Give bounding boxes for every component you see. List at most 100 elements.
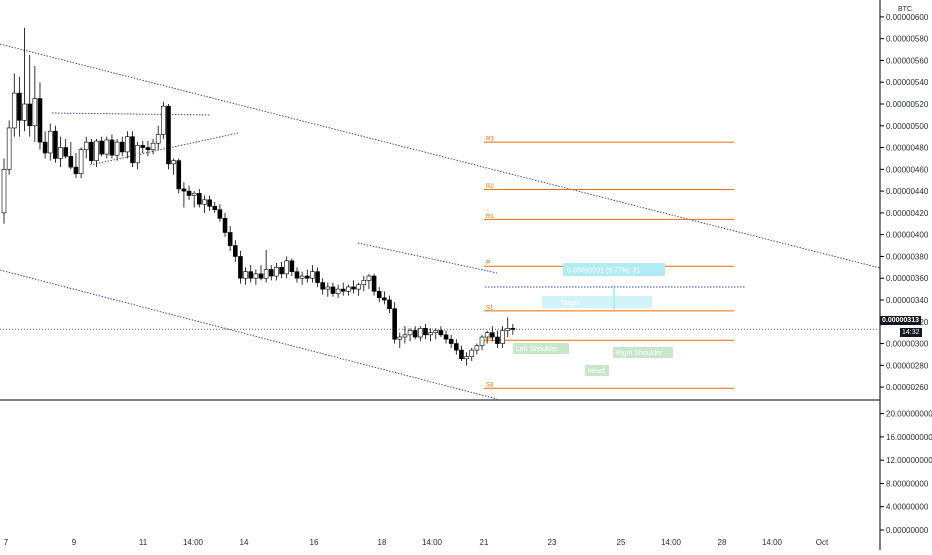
descending-line	[357, 242, 498, 274]
candle-body	[469, 349, 475, 357]
candle-body	[340, 288, 346, 292]
candle-body	[371, 275, 377, 292]
candle-body	[222, 218, 228, 233]
candle-body	[171, 160, 176, 165]
x-tick-label: 16	[310, 538, 319, 547]
candle-body	[1, 169, 7, 214]
pivot-label-s2: S2	[486, 335, 494, 341]
candle-body	[99, 140, 104, 155]
currency-label: BTC	[898, 6, 912, 13]
candle-body	[11, 92, 17, 129]
candle-body	[464, 356, 469, 360]
candle-body	[140, 145, 146, 148]
candle-body	[361, 280, 367, 286]
candle-body	[191, 192, 197, 196]
volume-tick-label: 4.00000000	[886, 503, 929, 512]
candle-body	[63, 147, 68, 157]
target-box	[542, 296, 652, 308]
x-tick-label: 18	[378, 538, 387, 547]
candle-body	[356, 284, 361, 290]
candle-body	[268, 269, 274, 277]
channel-upper-line	[0, 43, 881, 269]
price-tick-label: 0.00000280	[886, 361, 929, 370]
price-tick-label: 0.00000560	[886, 56, 929, 65]
candle-body	[94, 140, 99, 161]
candle-body	[104, 139, 110, 155]
candle-body	[454, 343, 459, 351]
price-tick-label: 0.00000540	[886, 78, 929, 87]
candle-body	[150, 142, 156, 151]
volume-tick-label: 20.00000000	[886, 410, 932, 419]
candle-body	[17, 92, 22, 121]
volume-tick-label: 8.00000000	[886, 479, 929, 488]
candle-body	[207, 199, 212, 207]
candle-body	[119, 141, 125, 153]
candle-body	[474, 345, 480, 351]
candle-body	[32, 98, 38, 127]
candle-body	[258, 273, 264, 279]
candle-body	[68, 155, 74, 168]
candle-body	[392, 308, 397, 340]
candle-body	[346, 286, 351, 292]
pivot-label-p: P	[486, 261, 490, 267]
volume-tick-label: 12.00000000	[886, 456, 932, 465]
price-tick-label: 0.00000580	[886, 35, 929, 44]
price-tick-label: 0.00000600	[886, 13, 929, 22]
candle-body	[227, 232, 233, 246]
candle-body	[484, 332, 490, 338]
pattern-label: Right Shoulder	[616, 350, 663, 357]
volume-tick-label: 0.00000000	[886, 526, 929, 535]
candle-body	[197, 192, 202, 205]
candle-body	[27, 103, 33, 127]
wedge-top-line	[51, 112, 211, 116]
x-tick-label: 14:00	[422, 538, 443, 547]
candle-body	[186, 190, 192, 196]
pivot-label-s3: S3	[486, 383, 494, 389]
pattern-label: Head	[588, 368, 605, 375]
candle-body	[166, 105, 171, 165]
candle-body	[145, 147, 151, 151]
candle-body	[310, 271, 315, 279]
candle-body	[351, 286, 356, 290]
candle-body	[78, 149, 84, 174]
candle-body	[217, 209, 223, 219]
candle-body	[479, 336, 485, 347]
candle-body	[330, 286, 336, 294]
x-tick-label: 14:00	[661, 538, 682, 547]
candle-body	[263, 269, 269, 279]
candle-body	[109, 139, 115, 156]
candle-body	[243, 271, 248, 279]
candle-body	[176, 160, 182, 190]
pivot-label-r1: R1	[486, 214, 494, 220]
candle-body	[294, 271, 300, 279]
candle-body	[320, 282, 325, 290]
x-tick-label: 11	[139, 538, 148, 547]
candle-body	[438, 330, 444, 336]
candle-body	[433, 330, 439, 333]
price-tick-label: 0.00000480	[886, 144, 929, 153]
pattern-box	[585, 365, 609, 376]
candle-body	[289, 260, 295, 272]
candle-body	[212, 206, 218, 210]
candle-body	[315, 271, 320, 283]
x-tick-label: Oct	[816, 538, 829, 547]
price-tick-label: 0.00000400	[886, 231, 929, 240]
candle-body	[387, 299, 392, 310]
candle-body	[418, 328, 423, 338]
price-tick-label: 0.00000440	[886, 187, 929, 196]
x-tick-label: 14:00	[183, 538, 204, 547]
candle-body	[459, 349, 464, 360]
candle-body	[489, 332, 495, 338]
candle-body	[407, 330, 413, 336]
wedge-bottom-line	[89, 132, 239, 166]
candle-body	[412, 330, 418, 338]
candle-body	[135, 145, 140, 164]
candle-body	[495, 336, 500, 344]
price-tick-label: 0.00000260	[886, 383, 929, 392]
candle-body	[428, 332, 433, 336]
candle-body	[248, 271, 254, 279]
candle-body	[253, 273, 259, 279]
pivot-label-r2: R2	[486, 184, 494, 190]
